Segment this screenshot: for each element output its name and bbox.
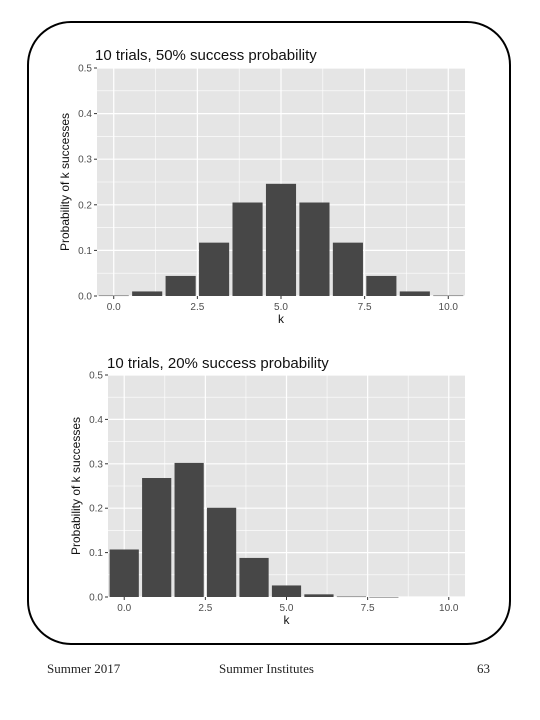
bar-k8 bbox=[366, 275, 397, 296]
bar-k7 bbox=[336, 596, 367, 598]
x-tick-label: 7.5 bbox=[361, 603, 375, 614]
y-tick-label: 0.4 bbox=[89, 415, 103, 426]
bar-k4 bbox=[232, 202, 263, 296]
y-tick-label: 0.3 bbox=[78, 155, 92, 166]
y-tick-label: 0.2 bbox=[78, 200, 92, 211]
bar-k2 bbox=[174, 462, 204, 597]
x-tick-label: 5.0 bbox=[274, 302, 288, 313]
bar-k1 bbox=[132, 291, 163, 296]
y-tick-label: 0.1 bbox=[89, 548, 103, 559]
bar-k6 bbox=[304, 594, 334, 597]
x-tick-label: 10.0 bbox=[439, 603, 459, 614]
x-tick-label: 10.0 bbox=[439, 302, 459, 313]
bar-k9 bbox=[399, 291, 430, 296]
y-tick-label: 0.0 bbox=[78, 292, 92, 303]
bar-k7 bbox=[332, 242, 363, 296]
x-tick-label: 2.5 bbox=[190, 302, 204, 313]
footer-institute: Summer Institutes bbox=[219, 661, 314, 676]
footer-date: Summer 2017 bbox=[47, 661, 121, 676]
bar-k8 bbox=[369, 596, 399, 598]
y-tick-label: 0.5 bbox=[89, 371, 103, 382]
bar-k3 bbox=[199, 242, 230, 296]
y-axis-title: Probability of k successes bbox=[58, 113, 72, 251]
x-tick-label: 0.0 bbox=[117, 603, 131, 614]
bar-k1 bbox=[142, 478, 172, 597]
y-tick-label: 0.0 bbox=[89, 593, 103, 604]
bar-k6 bbox=[299, 202, 330, 296]
x-tick-label: 5.0 bbox=[280, 603, 294, 614]
y-tick-label: 0.3 bbox=[89, 459, 103, 470]
bar-k5 bbox=[271, 585, 302, 597]
y-tick-label: 0.5 bbox=[78, 64, 92, 75]
bar-k2 bbox=[165, 275, 196, 296]
bar-k5 bbox=[265, 183, 297, 296]
x-tick-label: 7.5 bbox=[358, 302, 372, 313]
y-tick-label: 0.1 bbox=[78, 246, 92, 257]
bar-k10 bbox=[433, 295, 464, 297]
x-axis-title: k bbox=[284, 613, 291, 627]
bar-k0 bbox=[109, 549, 139, 597]
y-axis-title: Probability of k successes bbox=[69, 417, 83, 555]
y-tick-label: 0.2 bbox=[89, 504, 103, 515]
x-axis-title: k bbox=[278, 312, 285, 326]
bar-k4 bbox=[239, 557, 269, 597]
x-tick-label: 2.5 bbox=[198, 603, 212, 614]
bar-k0 bbox=[98, 295, 129, 297]
footer-page-number: 63 bbox=[477, 661, 490, 676]
y-tick-label: 0.4 bbox=[78, 109, 92, 120]
chart-title-2: 10 trials, 20% success probability bbox=[107, 355, 329, 372]
chart-title-1: 10 trials, 50% success probability bbox=[95, 47, 317, 64]
bar-k3 bbox=[206, 507, 237, 597]
x-tick-label: 0.0 bbox=[107, 302, 121, 313]
